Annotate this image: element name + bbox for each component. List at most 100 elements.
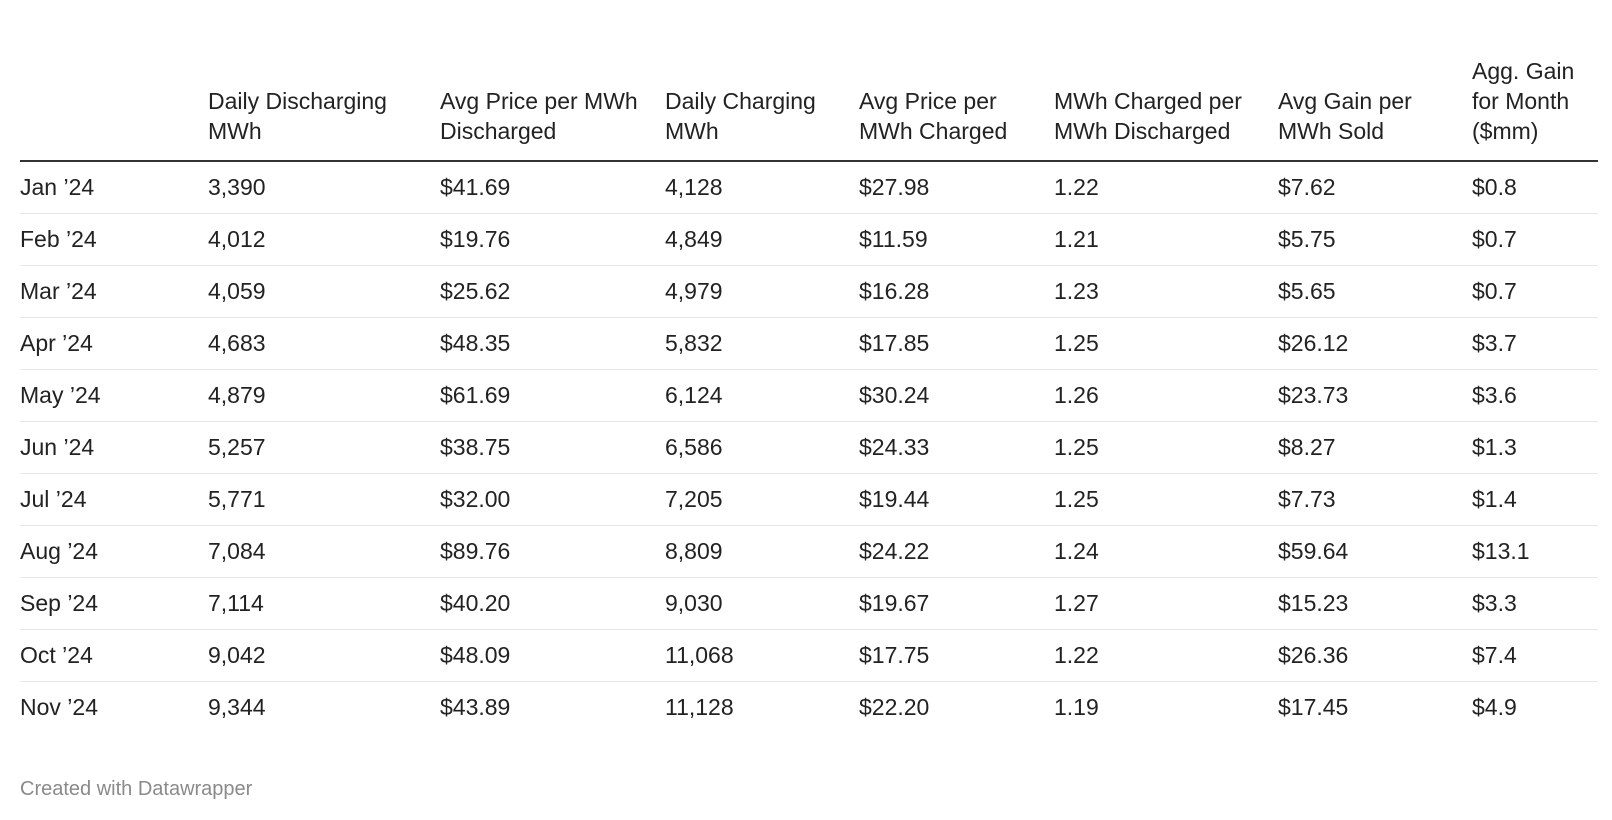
cell-month: Apr ’24 bbox=[20, 317, 208, 370]
table-row: Apr ’24 4,683 $48.35 5,832 $17.85 1.25 $26.12 $… bbox=[20, 317, 1598, 370]
cell-avg-price-charged: $19.67 bbox=[859, 577, 1054, 630]
cell-daily-discharging: 4,879 bbox=[208, 369, 440, 422]
cell-avg-price-charged: $16.28 bbox=[859, 265, 1054, 318]
cell-avg-gain: $23.73 bbox=[1278, 369, 1472, 422]
cell-avg-price-discharged: $38.75 bbox=[440, 421, 665, 474]
cell-daily-discharging: 4,059 bbox=[208, 265, 440, 318]
table-row: Aug ’24 7,084 $89.76 8,809 $24.22 1.24 $59.64 $… bbox=[20, 525, 1598, 578]
cell-avg-price-discharged: $48.09 bbox=[440, 629, 665, 682]
cell-avg-price-discharged: $48.35 bbox=[440, 317, 665, 370]
cell-daily-charging: 4,128 bbox=[665, 161, 859, 214]
cell-avg-gain: $5.75 bbox=[1278, 213, 1472, 266]
cell-avg-gain: $8.27 bbox=[1278, 421, 1472, 474]
cell-mwh-ratio: 1.27 bbox=[1054, 577, 1278, 630]
cell-daily-charging: 11,128 bbox=[665, 694, 734, 720]
cell-mwh-ratio: 1.25 bbox=[1054, 473, 1278, 526]
cell-avg-price-charged: $17.75 bbox=[859, 629, 1054, 682]
cell-agg-gain: $3.7 bbox=[1472, 317, 1598, 370]
column-header-mwh-ratio[interactable]: MWh Charged per MWh Discharged bbox=[1054, 56, 1278, 162]
cell-month: Mar ’24 bbox=[20, 265, 208, 318]
column-header-avg-price-discharged[interactable]: Avg Price per MWh Discharged bbox=[440, 56, 665, 162]
cell-avg-price-discharged: $43.89 bbox=[440, 694, 511, 720]
cell-avg-price-charged: $11.59 bbox=[859, 213, 1054, 266]
data-table: Daily Discharging MWh Avg Price per MWh … bbox=[20, 56, 1598, 733]
column-header-daily-charging[interactable]: Daily Charging MWh bbox=[665, 56, 859, 162]
cell-agg-gain: $4.9 bbox=[1472, 694, 1517, 720]
data-table-container: Daily Discharging MWh Avg Price per MWh … bbox=[20, 56, 1598, 733]
cell-agg-gain: $1.3 bbox=[1472, 421, 1598, 474]
cell-avg-price-discharged: $19.76 bbox=[440, 213, 665, 266]
table-body: Jan ’24 3,390 $41.69 4,128 $27.98 1.22 $7.62 $0… bbox=[20, 161, 1598, 733]
cell-daily-charging: 4,849 bbox=[665, 213, 859, 266]
table-row: Jul ’24 5,771 $32.00 7,205 $19.44 1.25 $7.73 $1… bbox=[20, 473, 1598, 526]
cell-daily-discharging: 5,257 bbox=[208, 421, 440, 474]
cell-avg-price-discharged: $89.76 bbox=[440, 525, 665, 578]
datawrapper-credit[interactable]: Created with Datawrapper bbox=[20, 778, 253, 800]
cell-month: Jun ’24 bbox=[20, 421, 208, 474]
cell-daily-discharging: 9,042 bbox=[208, 629, 440, 682]
column-header-agg-gain[interactable]: Agg. Gain for Month ($mm) bbox=[1472, 56, 1598, 162]
cell-avg-gain: $5.65 bbox=[1278, 265, 1472, 318]
cell-agg-gain: $3.3 bbox=[1472, 577, 1598, 630]
cell-daily-discharging: 9,344 bbox=[208, 694, 266, 720]
cell-month: Jan ’24 bbox=[20, 161, 208, 214]
cell-mwh-ratio: 1.24 bbox=[1054, 525, 1278, 578]
cell-month: Feb ’24 bbox=[20, 213, 208, 266]
cell-avg-price-discharged: $61.69 bbox=[440, 369, 665, 422]
cell-agg-gain: $7.4 bbox=[1472, 629, 1598, 682]
cell-mwh-ratio: 1.19 bbox=[1054, 694, 1099, 720]
table-row: Jun ’24 5,257 $38.75 6,586 $24.33 1.25 $8.27 $1… bbox=[20, 421, 1598, 474]
cell-daily-discharging: 7,084 bbox=[208, 525, 440, 578]
table-row: Sep ’24 7,114 $40.20 9,030 $19.67 1.27 $15.23 $… bbox=[20, 577, 1598, 630]
cell-agg-gain: $1.4 bbox=[1472, 473, 1598, 526]
cell-avg-gain: $59.64 bbox=[1278, 525, 1472, 578]
cell-agg-gain: $0.8 bbox=[1472, 161, 1598, 214]
cell-avg-price-charged: $30.24 bbox=[859, 369, 1054, 422]
cell-month: Jul ’24 bbox=[20, 473, 208, 526]
cell-mwh-ratio: 1.23 bbox=[1054, 265, 1278, 318]
cell-mwh-ratio: 1.22 bbox=[1054, 629, 1278, 682]
table-row: Mar ’24 4,059 $25.62 4,979 $16.28 1.23 $5.65 $0… bbox=[20, 265, 1598, 318]
cell-avg-gain: $26.12 bbox=[1278, 317, 1472, 370]
cell-agg-gain: $0.7 bbox=[1472, 265, 1598, 318]
cell-mwh-ratio: 1.21 bbox=[1054, 213, 1278, 266]
cell-agg-gain: $3.6 bbox=[1472, 369, 1598, 422]
cell-daily-charging: 6,586 bbox=[665, 421, 859, 474]
cell-daily-charging: 4,979 bbox=[665, 265, 859, 318]
cell-agg-gain: $0.7 bbox=[1472, 213, 1598, 266]
cell-daily-charging: 6,124 bbox=[665, 369, 859, 422]
table-row: Feb ’24 4,012 $19.76 4,849 $11.59 1.21 $5.75 $0… bbox=[20, 213, 1598, 266]
cell-avg-price-charged: $17.85 bbox=[859, 317, 1054, 370]
cell-daily-charging: 9,030 bbox=[665, 577, 859, 630]
cell-month: Aug ’24 bbox=[20, 525, 208, 578]
cell-daily-discharging: 4,012 bbox=[208, 213, 440, 266]
cell-avg-price-discharged: $25.62 bbox=[440, 265, 665, 318]
cell-avg-gain: $26.36 bbox=[1278, 629, 1472, 682]
cell-avg-price-discharged: $32.00 bbox=[440, 473, 665, 526]
cell-daily-discharging: 7,114 bbox=[208, 577, 440, 630]
column-header-avg-gain[interactable]: Avg Gain per MWh Sold bbox=[1278, 56, 1472, 162]
cell-avg-gain: $7.62 bbox=[1278, 161, 1472, 214]
header-row: Daily Discharging MWh Avg Price per MWh … bbox=[20, 56, 1598, 162]
cell-mwh-ratio: 1.26 bbox=[1054, 369, 1278, 422]
cell-agg-gain: $13.1 bbox=[1472, 525, 1598, 578]
cell-avg-gain: $7.73 bbox=[1278, 473, 1472, 526]
cell-mwh-ratio: 1.25 bbox=[1054, 421, 1278, 474]
cell-month: May ’24 bbox=[20, 369, 208, 422]
cell-avg-price-discharged: $40.20 bbox=[440, 577, 665, 630]
cell-daily-discharging: 3,390 bbox=[208, 161, 440, 214]
table-header: Daily Discharging MWh Avg Price per MWh … bbox=[20, 56, 1598, 162]
column-header-month[interactable] bbox=[20, 56, 208, 162]
cell-daily-charging: 8,809 bbox=[665, 525, 859, 578]
cell-month: Oct ’24 bbox=[20, 629, 208, 682]
column-header-daily-discharging[interactable]: Daily Discharging MWh bbox=[208, 56, 440, 162]
cell-avg-price-charged: $24.33 bbox=[859, 421, 1054, 474]
table-row: May ’24 4,879 $61.69 6,124 $30.24 1.26 $23.73 $… bbox=[20, 369, 1598, 422]
cell-month: Nov ’24 bbox=[20, 694, 98, 720]
table-row: Oct ’24 9,042 $48.09 11,068 $17.75 1.22 $26.36… bbox=[20, 629, 1598, 682]
table-row: Jan ’24 3,390 $41.69 4,128 $27.98 1.22 $7.62 $0… bbox=[20, 161, 1598, 214]
cell-daily-charging: 7,205 bbox=[665, 473, 859, 526]
cell-avg-price-charged: $24.22 bbox=[859, 525, 1054, 578]
column-header-avg-price-charged[interactable]: Avg Price per MWh Charged bbox=[859, 56, 1054, 162]
cell-avg-gain: $17.45 bbox=[1278, 694, 1349, 720]
